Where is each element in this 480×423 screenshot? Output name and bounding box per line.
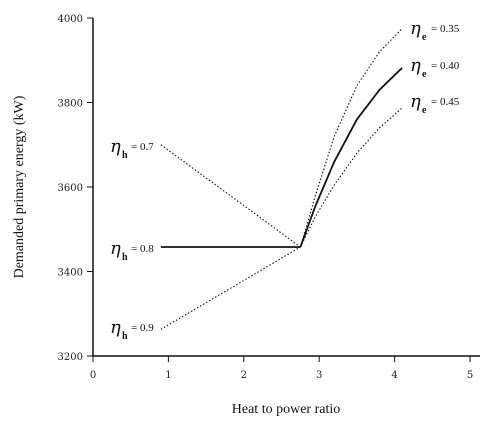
y-tick-label: 4000 [58,14,83,25]
eta-subscript: h [122,252,128,263]
annotation-eta-e-045: η e = 0.45 [410,91,460,116]
annotation-value: = 0.40 [431,60,460,72]
eta-symbol: η [410,18,421,39]
series-line-eta-e-035 [299,28,403,248]
x-ticks: 0 1 2 3 4 5 [90,356,473,381]
annotation-value: = 0.45 [431,96,460,108]
series-line-eta-e-040 [299,67,403,248]
y-axis-title: Demanded primary energy (kW) [12,95,27,278]
eta-subscript: e [422,32,427,43]
series-line-eta-e-045 [299,107,403,248]
annotation-eta-e-035: η e = 0.35 [410,18,460,43]
x-tick-label: 5 [467,370,473,381]
x-tick-label: 1 [165,370,171,381]
annotation-eta-e-040: η e = 0.40 [410,55,460,80]
series-group [160,28,403,330]
eta-subscript: e [422,69,427,80]
x-tick-label: 4 [391,370,397,381]
annotation-eta-h-07: η h = 0.7 [110,136,154,161]
y-ticks: 3200 3400 3600 3800 4000 [58,14,93,363]
y-tick-label: 3800 [58,99,83,110]
annotation-value: = 0.9 [131,322,154,334]
annotation-value: = 0.7 [131,141,154,153]
x-tick-label: 3 [316,370,322,381]
x-axis-title: Heat to power ratio [232,402,340,417]
eta-symbol: η [410,55,421,76]
x-tick-label: 0 [90,370,96,381]
x-tick-label: 2 [241,370,247,381]
eta-symbol: η [110,136,121,157]
eta-symbol: η [410,91,421,112]
annotation-value: = 0.8 [131,243,154,255]
series-line-eta-h-07 [160,144,301,248]
y-tick-label: 3400 [58,268,83,279]
eta-symbol: η [110,317,121,338]
y-tick-label: 3200 [58,352,83,363]
annotation-eta-h-09: η h = 0.9 [110,317,154,342]
eta-subscript: e [422,105,427,116]
annotation-value: = 0.35 [431,23,460,35]
y-tick-label: 3600 [58,183,83,194]
annotation-eta-h-08: η h = 0.8 [110,238,154,263]
eta-subscript: h [122,150,128,161]
eta-subscript: h [122,331,128,342]
series-line-eta-h-09 [160,246,301,330]
eta-symbol: η [110,238,121,259]
